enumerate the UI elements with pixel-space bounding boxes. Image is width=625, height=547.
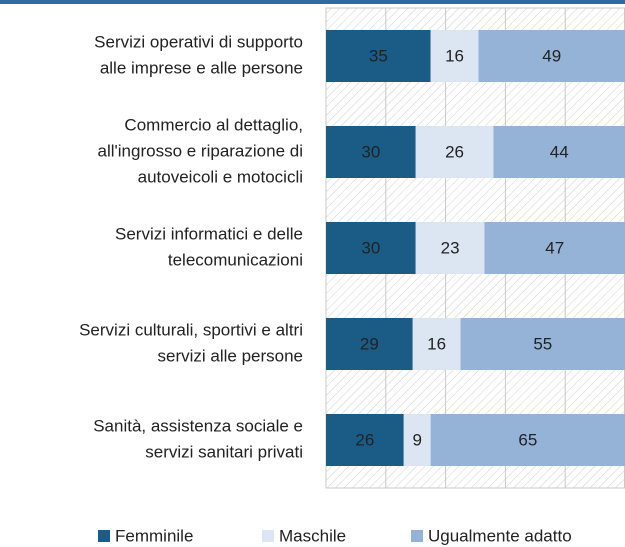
category-label: telecomunicazioni [168,250,303,269]
category-label: Servizi operativi di supporto [94,32,303,51]
bar-segment [415,126,494,178]
bar-segment [326,126,416,178]
value-label: 55 [533,334,552,353]
value-label: 9 [412,430,421,449]
category-label: autoveicoli e motocicli [138,167,303,186]
bar-segment [403,414,431,466]
legend-label: Maschile [279,526,346,545]
value-label: 65 [518,430,537,449]
value-label: 30 [361,238,380,257]
value-label: 30 [361,142,380,161]
category-label: Commercio al dettaglio, [124,115,303,134]
value-label: 29 [360,334,379,353]
legend-swatch [262,530,274,542]
bar-segment [326,30,431,82]
category-label: Servizi informatici e delle [115,224,303,243]
value-label: 47 [545,238,564,257]
legend-label: Femminile [115,526,193,545]
bar-segment [326,414,404,466]
category-label: Servizi culturali, sportivi e altri [79,320,303,339]
bar-segment [326,222,416,274]
value-label: 26 [355,430,374,449]
value-label: 26 [445,142,464,161]
category-label: Sanità, assistenza sociale e [93,416,303,435]
bar-segment [460,318,625,370]
legend-swatch [411,530,423,542]
value-label: 49 [542,46,561,65]
legend-label: Ugualmente adatto [428,526,572,545]
bar-segment [326,318,413,370]
category-label: alle imprese e alle persone [100,58,303,77]
legend-swatch [98,530,110,542]
bar-segment [478,30,625,82]
value-label: 23 [441,238,460,257]
value-label: 44 [550,142,569,161]
category-label: servizi sanitari privati [145,442,303,461]
value-label: 16 [427,334,446,353]
category-label: all'ingrosso e riparazione di [98,141,303,160]
bar-segment [415,222,485,274]
top-border [0,0,625,4]
bar-segment [430,414,625,466]
bar-segment [484,222,625,274]
bar-segment [412,318,461,370]
bar-segment [430,30,479,82]
value-label: 16 [445,46,464,65]
category-label: servizi alle persone [157,346,303,365]
value-label: 35 [369,46,388,65]
bar-segment [493,126,625,178]
